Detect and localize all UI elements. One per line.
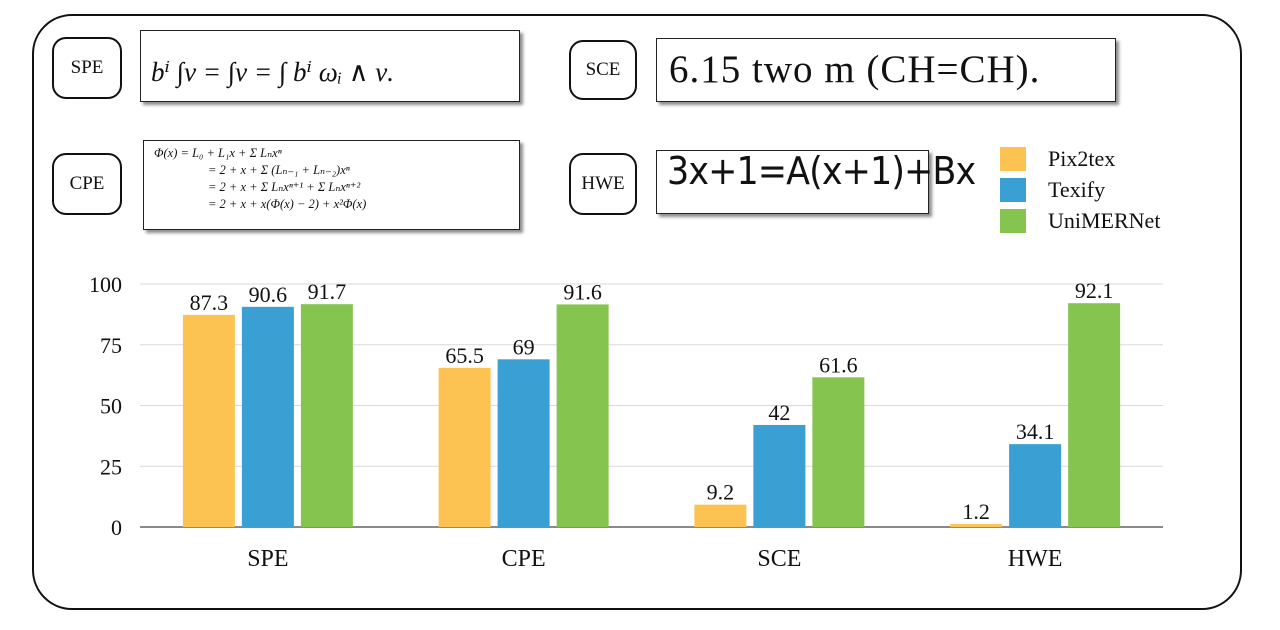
data-label: 90.6 [249,282,288,307]
bar-texify-hwe [1009,444,1062,527]
data-label: 34.1 [1016,419,1055,444]
data-label: 42 [768,400,790,425]
legend-item-pix2tex: Pix2tex [1000,143,1160,174]
x-tick-label: SPE [247,546,288,572]
bar-texify-sce [753,424,806,527]
x-tick-label: SCE [757,546,801,572]
data-label: 61.6 [819,352,858,377]
chart-legend: Pix2tex Texify UniMERNet [1000,143,1160,236]
bar-unimernet-spe [300,304,353,527]
bar-unimernet-sce [812,377,865,527]
bar-pix2tex-cpe [438,367,491,527]
y-tick-label: 25 [100,454,122,479]
sample-spe: bⁱ ∫ν = ∫ν = ∫ bⁱ ωᵢ ∧ ν. [140,30,520,102]
data-label: 91.7 [308,279,347,304]
y-tick-label: 75 [100,333,122,358]
bar-unimernet-cpe [556,304,609,527]
data-label: 69 [513,334,535,359]
cpe-line: = 2 + x + Σ Lₙxⁿ⁺¹ + Σ Lₙxⁿ⁺² [208,180,361,194]
y-tick-label: 0 [111,515,122,540]
sample-sce-text: 6.15 two m (CH=CH). [669,48,1041,91]
y-tick-label: 100 [89,272,122,297]
data-label: 1.2 [962,499,990,524]
sample-spe-formula: bⁱ ∫ν = ∫ν = ∫ bⁱ ωᵢ ∧ ν. [151,57,395,87]
y-tick-label: 50 [100,394,122,419]
legend-swatch [1000,146,1026,171]
x-tick-label: CPE [502,546,546,572]
sample-hwe-text: 3x+1=A(x+1)+Bx [667,149,976,193]
bar-pix2tex-spe [182,314,235,527]
tag-hwe: HWE [569,153,637,215]
bar-texify-cpe [497,359,550,527]
data-label: 92.1 [1075,278,1114,303]
cpe-line: = 2 + x + Σ (Lₙ₋₁ + Lₙ₋₂)xⁿ [208,163,350,177]
sample-sce: 6.15 two m (CH=CH). [656,38,1116,102]
bar-unimernet-hwe [1068,303,1121,527]
legend-item-texify: Texify [1000,174,1160,205]
tag-cpe: CPE [52,153,122,215]
legend-swatch [1000,177,1026,202]
tag-sce: SCE [569,40,637,100]
data-label: 91.6 [563,279,602,304]
legend-label: UniMERNet [1048,207,1161,233]
sample-hwe: 3x+1=A(x+1)+Bx [656,149,976,214]
figure-frame [32,14,1242,610]
bar-texify-spe [241,306,294,527]
sample-cpe: Φ(x) = L₀ + L₁x + Σ Lₙxⁿ = 2 + x + Σ (Lₙ… [143,140,520,230]
bar-pix2tex-hwe [950,524,1003,527]
data-label: 65.5 [445,343,484,368]
cpe-line: Φ(x) = L₀ + L₁x + Σ Lₙxⁿ [154,146,282,160]
legend-item-unimernet: UniMERNet [1000,205,1160,236]
legend-label: Texify [1048,176,1106,202]
bar-pix2tex-sce [694,504,747,527]
cpe-line: = 2 + x + x(Φ(x) − 2) + x²Φ(x) [208,197,367,211]
sample-cpe-formula: Φ(x) = L₀ + L₁x + Σ Lₙxⁿ = 2 + x + Σ (Lₙ… [154,145,366,213]
x-tick-label: HWE [1008,546,1063,572]
data-label: 9.2 [707,480,735,505]
data-label: 87.3 [190,290,229,315]
tag-spe: SPE [52,37,122,99]
legend-swatch [1000,208,1026,233]
legend-label: Pix2tex [1048,145,1116,171]
